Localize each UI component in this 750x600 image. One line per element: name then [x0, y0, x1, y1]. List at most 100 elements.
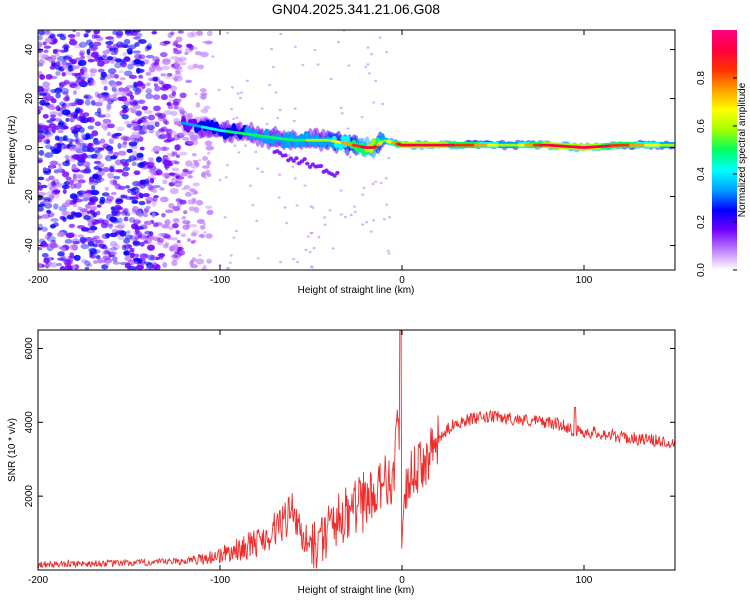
spectrogram-branch-cell [302, 157, 307, 162]
spectrogram-noise-cell [128, 155, 137, 162]
spectrogram-noise-cell [155, 112, 163, 117]
spectrogram-noise-cell [42, 41, 47, 46]
spectrogram-noise-cell [131, 209, 137, 215]
spectrogram-noise-cell [239, 91, 243, 94]
spectrogram-noise-cell [87, 125, 95, 130]
spectrogram-noise-cell [172, 151, 178, 156]
spectrogram-noise-cell [80, 117, 90, 124]
spectrogram-noise-cell [138, 200, 146, 206]
spectrogram-noise-cell [150, 167, 157, 174]
spectrogram-noise-cell [59, 49, 67, 53]
x-tick-label: -100 [210, 575, 230, 586]
spectrogram-noise-cell [166, 102, 172, 107]
spectrogram-noise-cell [316, 63, 320, 66]
spectrogram-noise-cell [265, 122, 269, 126]
spectrogram-noise-cell [260, 107, 264, 110]
snr-plot-area [38, 330, 675, 570]
spectrogram-noise-cell [347, 64, 351, 67]
spectrogram-noise-cell [62, 161, 71, 167]
spectrogram-noise-cell [190, 31, 197, 38]
spectrogram-noise-cell [38, 35, 43, 41]
spectrogram-noise-cell [235, 116, 239, 120]
spectrogram-noise-cell [147, 114, 156, 121]
spectrogram-ylabel: Frequency (Hz) [7, 116, 18, 185]
spectrogram-noise-cell [148, 77, 154, 82]
spectrogram-noise-cell [121, 105, 128, 110]
spectrogram-noise-cell [54, 87, 63, 94]
spectrogram-noise-cell [48, 105, 57, 110]
spectrogram-noise-cell [133, 218, 140, 223]
x-tick-label: 0 [399, 575, 405, 586]
spectrogram-noise-cell [48, 175, 55, 181]
spectrogram-noise-cell [206, 209, 214, 216]
spectrogram-noise-cell [111, 86, 117, 92]
spectrogram-noise-cell [38, 59, 45, 65]
spectrogram-noise-cell [311, 206, 315, 209]
spectrogram-noise-cell [186, 43, 193, 49]
spectrogram-noise-cell [207, 152, 211, 155]
spectrogram-noise-cell [89, 248, 97, 255]
spectrogram-noise-cell [80, 132, 86, 139]
spectrogram-noise-cell [112, 30, 118, 36]
spectrogram-noise-cell [99, 200, 105, 205]
spectrogram-noise-cell [147, 254, 155, 261]
spectrogram-noise-cell [202, 156, 209, 161]
spectrogram-noise-cell [152, 94, 161, 100]
spectrogram-noise-cell [75, 77, 85, 84]
spectrogram-noise-cell [144, 230, 152, 235]
spectrogram-noise-cell [38, 138, 43, 143]
spectrogram-noise-cell [195, 199, 204, 206]
spectrogram-noise-cell [132, 125, 140, 131]
spectrogram-noise-cell [136, 152, 144, 158]
spectrogram-noise-cell [200, 233, 205, 239]
spectrogram-noise-cell [102, 255, 112, 260]
spectrogram-noise-cell [84, 95, 94, 101]
spectrogram-noise-cell [134, 91, 140, 96]
spectrogram-noise-cell [53, 222, 59, 228]
spectrogram-noise-cell [91, 218, 99, 225]
spectrogram-ridge-cell [305, 132, 311, 141]
spectrogram-noise-cell [175, 230, 180, 235]
spectrogram-noise-cell [123, 207, 130, 214]
spectrogram-noise-cell [39, 74, 46, 80]
spectrogram-noise-cell [133, 170, 141, 176]
spectrogram-noise-cell [64, 258, 74, 262]
spectrogram-noise-cell [152, 76, 159, 82]
spectrogram-noise-cell [169, 187, 179, 195]
spectrogram-noise-cell [147, 220, 152, 226]
spectrogram-noise-cell [178, 106, 185, 113]
spectrogram-noise-cell [329, 77, 333, 81]
spectrogram-noise-cell [146, 82, 151, 86]
spectrogram-noise-cell [58, 205, 68, 212]
spectrogram-noise-cell [129, 94, 135, 101]
spectrogram-noise-cell [48, 122, 56, 129]
spectrogram-noise-cell [115, 198, 124, 202]
spectrogram-noise-cell [217, 88, 221, 92]
spectrogram-noise-cell [132, 30, 141, 33]
spectrogram-noise-cell [80, 153, 88, 160]
spectrogram-noise-cell [97, 147, 105, 151]
spectrogram-noise-cell [68, 223, 76, 228]
spectrogram-noise-cell [292, 257, 296, 261]
spectrogram-noise-cell [44, 263, 52, 268]
spectrogram-noise-cell [369, 230, 373, 233]
x-tick-label: 100 [576, 275, 593, 286]
spectrogram-noise-cell [229, 254, 233, 257]
spectrogram-noise-cell [205, 145, 215, 151]
colorbar-tick-label: 0.4 [696, 167, 707, 181]
spectrogram-noise-cell [96, 204, 102, 208]
spectrogram-noise-cell [43, 257, 50, 264]
spectrogram-noise-cell [107, 68, 117, 74]
spectrogram-noise-cell [163, 40, 171, 45]
spectrogram-noise-cell [72, 30, 77, 33]
spectrogram-noise-cell [159, 51, 168, 58]
spectrogram-noise-cell [313, 48, 317, 52]
spectrogram-noise-cell [387, 252, 391, 255]
spectrogram-noise-cell [225, 31, 229, 35]
spectrogram-noise-cell [162, 261, 168, 268]
spectrogram-noise-cell [102, 54, 108, 58]
spectrogram-noise-cell [137, 162, 146, 169]
spectrogram-noise-cell [57, 257, 66, 261]
spectrogram-noise-cell [194, 51, 201, 56]
spectrogram-noise-cell [249, 184, 253, 187]
